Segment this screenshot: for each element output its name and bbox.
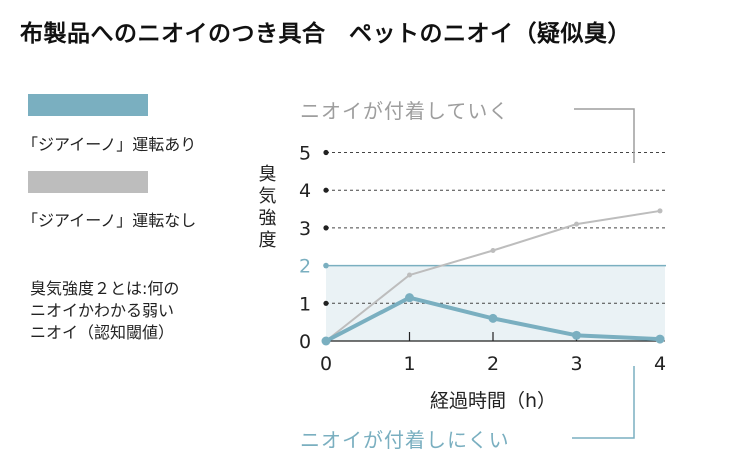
- x-tick-label: 4: [654, 353, 666, 375]
- data-point: [321, 336, 331, 346]
- y-axis-label: 臭気強度: [256, 164, 277, 252]
- annotation-leader-line: [572, 366, 635, 439]
- data-point: [657, 208, 663, 214]
- threshold-note: 臭気強度２とは:何の ニオイかわかる弱い ニオイ（認知閾値）: [30, 278, 179, 344]
- data-point: [655, 334, 665, 344]
- y-tick-label: 1: [299, 293, 311, 315]
- y-tick-label: 3: [299, 218, 311, 240]
- x-tick-label: 1: [403, 353, 415, 375]
- x-tick-label: 3: [570, 353, 582, 375]
- data-point: [572, 330, 581, 340]
- data-point: [490, 248, 496, 254]
- annotation-leader-line: [574, 108, 635, 163]
- y-tick-label: 4: [299, 180, 311, 202]
- x-tick-label: 0: [320, 353, 332, 375]
- y-tick-label: 5: [299, 143, 311, 165]
- annotation-odor-adheres: ニオイが付着していく: [300, 99, 509, 123]
- y-tick-dot: [323, 149, 329, 156]
- legend-label-with-ziaino: 「ジアイーノ」運転あり: [22, 135, 197, 154]
- data-point: [488, 313, 498, 323]
- legend-label-without-ziaino: 「ジアイーノ」運転なし: [22, 211, 197, 230]
- annotation-odor-resists: ニオイが付着しにくい: [300, 428, 510, 452]
- page-title: 布製品へのニオイのつき具合 ペットのニオイ（疑似臭）: [20, 21, 631, 47]
- threshold-note-line: ニオイ（認知閾値）: [30, 323, 175, 342]
- y-tick-label: 2: [299, 256, 311, 278]
- y-tick-dot: [323, 187, 329, 193]
- legend-swatch-without-ziaino: [28, 171, 148, 193]
- data-point: [405, 293, 414, 303]
- data-point: [407, 272, 412, 278]
- x-axis-label: 経過時間（h）: [430, 390, 556, 412]
- y-tick-dot: [323, 262, 329, 269]
- threshold-note-line: 臭気強度２とは:何の: [30, 279, 180, 298]
- y-tick-label: 0: [299, 331, 311, 353]
- threshold-note-line: ニオイかわかる弱い: [30, 301, 175, 320]
- y-tick-dot: [323, 225, 329, 231]
- y-tick-dot: [323, 300, 329, 306]
- x-tick-label: 2: [487, 353, 499, 375]
- data-point: [574, 221, 579, 227]
- legend-swatch-with-ziaino: [28, 94, 148, 116]
